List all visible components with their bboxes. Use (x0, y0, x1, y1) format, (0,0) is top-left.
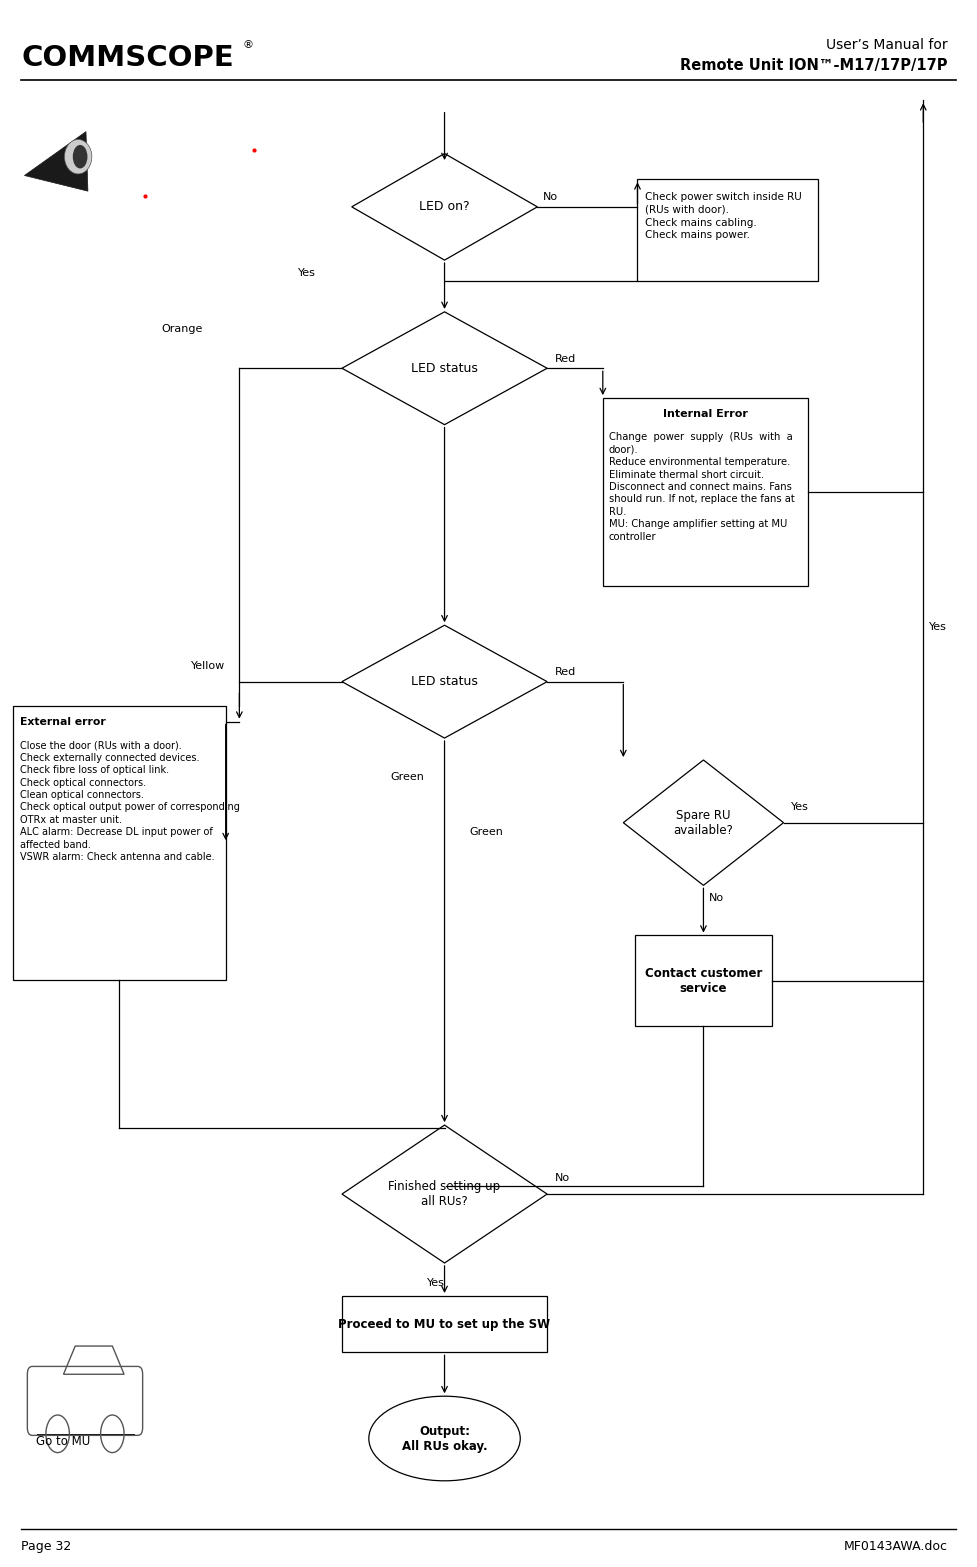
Text: Spare RU
available?: Spare RU available? (673, 809, 734, 837)
Text: Internal Error: Internal Error (663, 409, 747, 418)
Text: LED status: LED status (411, 675, 478, 688)
Text: Yellow: Yellow (191, 661, 225, 671)
Text: No: No (555, 1174, 570, 1183)
Text: Change  power  supply  (RUs  with  a
door).
Reduce environmental temperature.
El: Change power supply (RUs with a door). R… (609, 432, 794, 542)
Text: ®: ® (242, 41, 253, 50)
Text: MF0143AWA.doc: MF0143AWA.doc (844, 1540, 948, 1553)
Text: Yes: Yes (427, 1279, 445, 1288)
Polygon shape (24, 132, 88, 191)
Text: Red: Red (555, 668, 576, 677)
Text: Contact customer
service: Contact customer service (645, 967, 762, 995)
Text: Yes: Yes (298, 268, 316, 277)
Text: Yes: Yes (791, 802, 809, 812)
Text: Finished setting up
all RUs?: Finished setting up all RUs? (389, 1180, 500, 1208)
Text: Go to MU: Go to MU (36, 1435, 91, 1448)
Text: Check power switch inside RU
(RUs with door).
Check mains cabling.
Check mains p: Check power switch inside RU (RUs with d… (645, 191, 802, 240)
Text: No: No (709, 893, 724, 903)
Text: External error: External error (20, 718, 106, 727)
Text: Red: Red (555, 354, 576, 364)
Text: Orange: Orange (161, 324, 202, 334)
Text: LED on?: LED on? (419, 201, 470, 213)
Text: COMMSCOPE: COMMSCOPE (21, 44, 234, 72)
Text: Output:
All RUs okay.: Output: All RUs okay. (402, 1424, 488, 1453)
Text: Proceed to MU to set up the SW: Proceed to MU to set up the SW (338, 1318, 551, 1330)
Text: User’s Manual for: User’s Manual for (827, 39, 948, 52)
Text: Green: Green (391, 773, 425, 782)
Text: Green: Green (469, 827, 503, 837)
Text: Remote Unit ION™-M17/17P/17P: Remote Unit ION™-M17/17P/17P (680, 58, 948, 74)
Text: Page 32: Page 32 (21, 1540, 71, 1553)
Text: Close the door (RUs with a door).
Check externally connected devices.
Check fibr: Close the door (RUs with a door). Check … (20, 741, 239, 862)
Text: Yes: Yes (929, 622, 947, 632)
Text: LED status: LED status (411, 362, 478, 375)
Text: No: No (543, 193, 558, 202)
Ellipse shape (72, 144, 88, 169)
Ellipse shape (64, 139, 92, 174)
